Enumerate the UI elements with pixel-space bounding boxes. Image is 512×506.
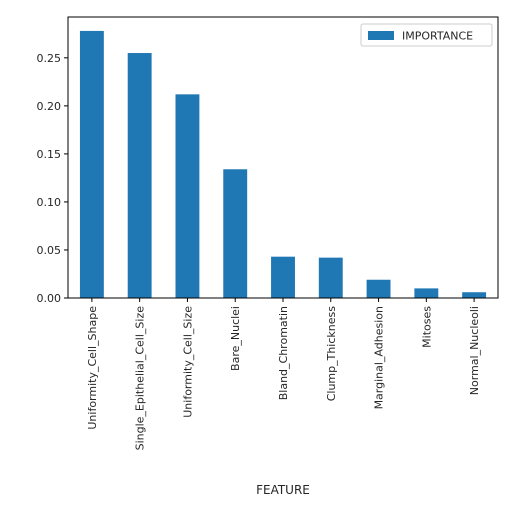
bars-group	[79, 30, 487, 299]
bar-single-epithelial-cell-size	[127, 53, 152, 298]
x-tick-label: Bare_Nuclei	[229, 306, 242, 371]
x-tick-label: Uniformity_Cell_Size	[181, 306, 194, 418]
y-axis-ticks: 0.00 0.05 0.10 0.15 0.20 0.25	[37, 52, 68, 305]
bar-uniformity-cell-size	[175, 94, 200, 298]
plot-frame	[67, 16, 499, 299]
legend-label: IMPORTANCE	[402, 30, 473, 43]
bar-normal-nucleoli	[462, 292, 487, 298]
x-tick-label: Marginal_Adhesion	[373, 306, 386, 409]
legend: IMPORTANCE	[360, 23, 493, 47]
y-tick-label: 0.20	[37, 100, 62, 113]
x-axis-ticks: Uniformity_Cell_Shape Single_Epithelial_C…	[86, 298, 481, 450]
bar-marginal-adhesion	[366, 279, 391, 298]
x-tick-label: Uniformity_Cell_Shape	[86, 306, 99, 430]
x-tick-label: Clump_Thickness	[325, 306, 338, 402]
y-tick-label: 0.10	[37, 196, 62, 209]
x-tick-label: Bland_Chromatin	[277, 306, 290, 400]
x-tick-label: Normal_Nucleoli	[468, 306, 481, 395]
x-axis-title: FEATURE	[256, 483, 310, 497]
y-tick-label: 0.05	[37, 244, 62, 257]
y-tick-label: 0.25	[37, 52, 62, 65]
bar-clump-thickness	[318, 257, 343, 298]
legend-swatch	[368, 31, 394, 40]
legend-box	[360, 23, 493, 47]
bar-mitoses	[414, 288, 439, 298]
bar-bare-nuclei	[223, 169, 248, 298]
y-tick-label: 0.00	[37, 292, 62, 305]
bar-uniformity-cell-shape	[79, 30, 104, 299]
x-tick-label: Single_Epithelial_Cell_Size	[134, 306, 147, 451]
x-tick-label: Mitoses	[420, 306, 433, 348]
bar-bland-chromatin	[271, 256, 295, 298]
y-tick-label: 0.15	[37, 148, 62, 161]
